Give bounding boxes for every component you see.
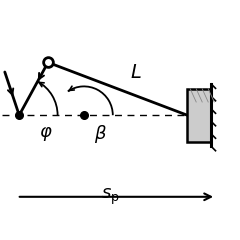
Bar xyxy=(187,89,211,142)
Text: $\beta$: $\beta$ xyxy=(94,123,107,145)
Text: $s_\mathrm{p}$: $s_\mathrm{p}$ xyxy=(101,187,120,207)
Text: $L$: $L$ xyxy=(130,62,141,82)
Text: $\varphi$: $\varphi$ xyxy=(39,125,52,144)
